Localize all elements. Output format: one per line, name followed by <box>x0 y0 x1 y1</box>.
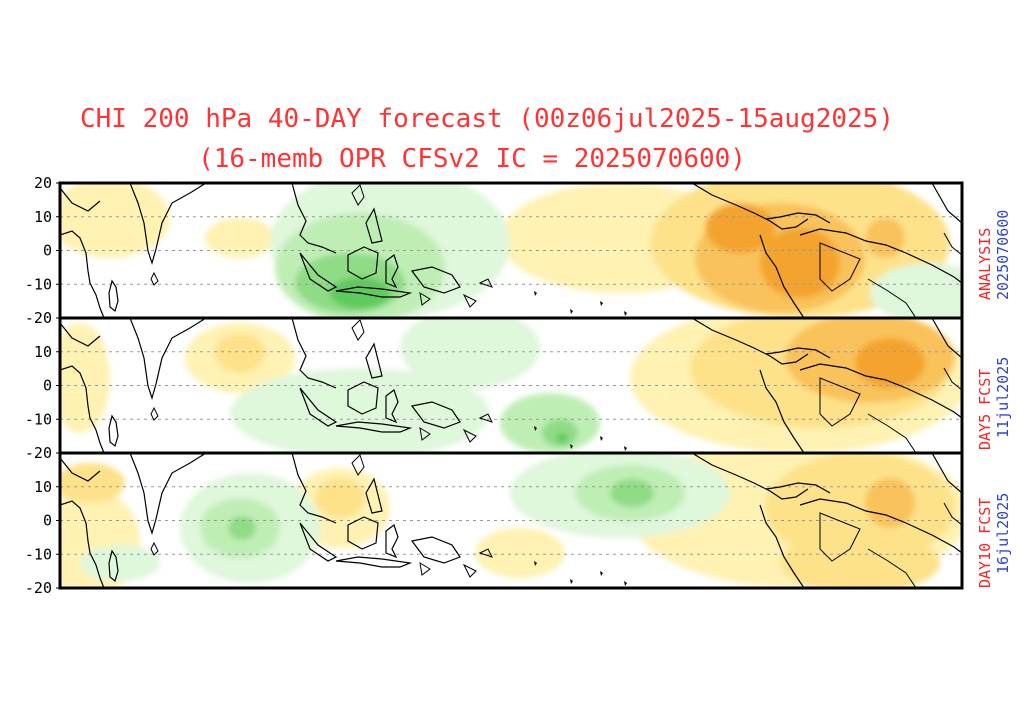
y-tick-label: -20 <box>25 579 52 597</box>
y-tick-label: 0 <box>43 512 52 530</box>
y-tick-label: -10 <box>25 545 52 563</box>
panel-analysis-label-blue: 2025070600 <box>994 210 1012 300</box>
panel-day10 <box>60 453 962 588</box>
panel-day5 <box>60 318 962 453</box>
panel-day5-label-blue: 11jul2025 <box>994 357 1012 438</box>
panel-analysis-label-red: ANALYSIS <box>976 228 994 300</box>
panel-day10-label-blue: 16jul2025 <box>994 493 1012 574</box>
panel-day10-label-red: DAY10 FCST <box>976 498 994 588</box>
side-labels: ANALYSIS 2025070600 DAY5 FCST 11jul2025 … <box>976 210 1012 588</box>
y-tick-label: 0 <box>43 242 52 260</box>
y-tick-label: -20 <box>25 309 52 327</box>
y-tick-label: -20 <box>25 444 52 462</box>
y-tick-label: 10 <box>34 478 52 496</box>
panel-day5-label-red: DAY5 FCST <box>976 369 994 450</box>
y-tick-label: 0 <box>43 377 52 395</box>
y-tick-label: 20 <box>34 174 52 192</box>
map-title-line2: (16-memb OPR CFSv2 IC = 2025070600) <box>198 144 746 174</box>
panel-analysis <box>60 183 962 318</box>
y-tick-label: -10 <box>25 410 52 428</box>
y-tick-label: 10 <box>34 343 52 361</box>
y-tick-label: -10 <box>25 275 52 293</box>
map-title-line1: CHI 200 hPa 40-DAY forecast (00z06jul202… <box>80 104 894 134</box>
y-axes: 20 10 0 -10 -20 10 0 -10 -20 10 0 -10 -20 <box>25 174 60 597</box>
y-tick-label: 10 <box>34 208 52 226</box>
